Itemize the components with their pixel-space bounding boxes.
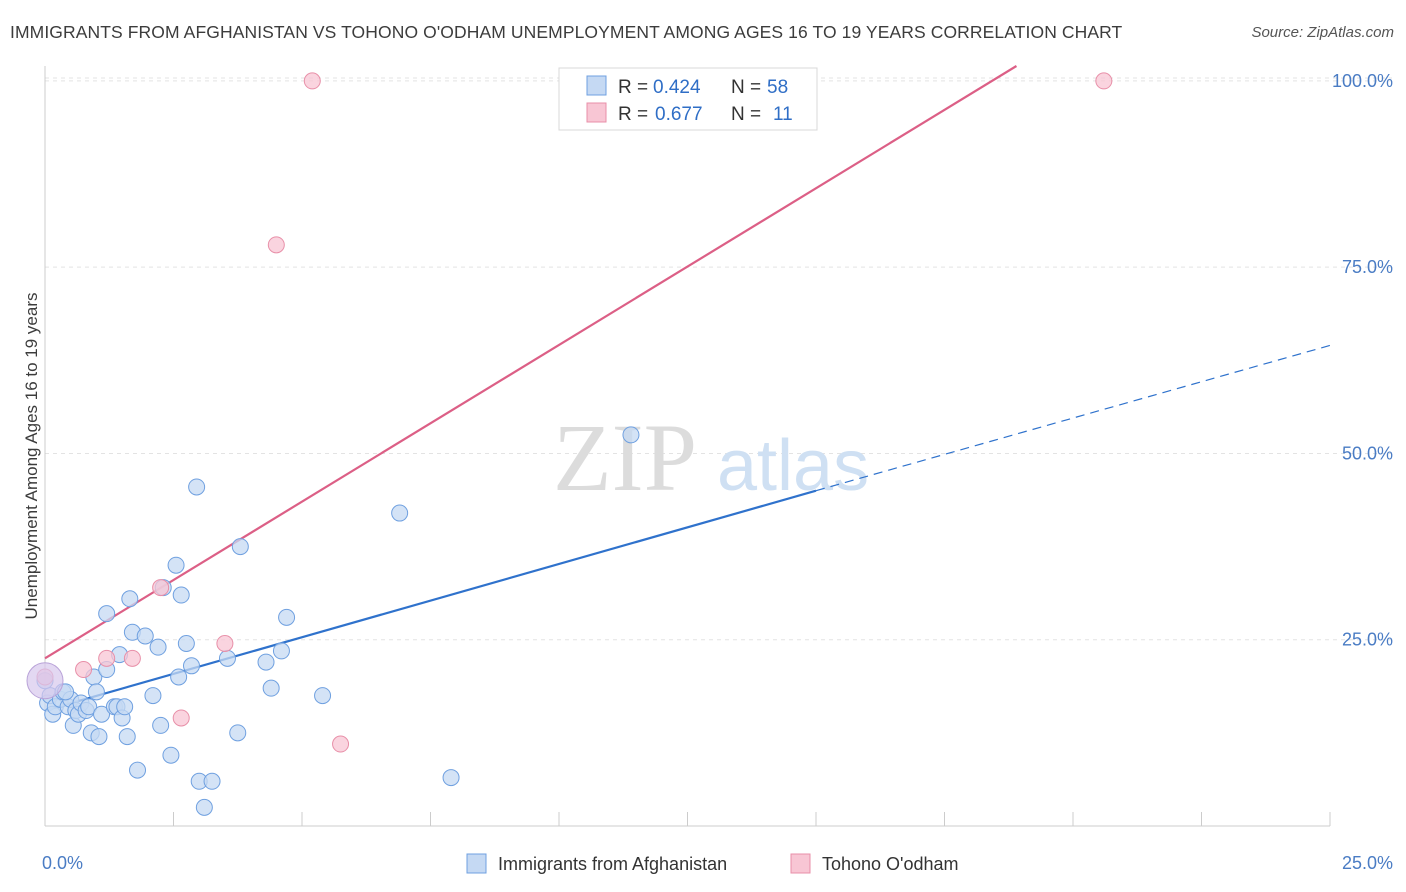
point-afghanistan xyxy=(136,627,154,645)
point-tohono xyxy=(332,735,350,753)
trend-line-afghanistan xyxy=(44,489,817,712)
point-afghanistan xyxy=(172,586,190,604)
watermark-zip: ZIP xyxy=(553,404,697,511)
legend-r-label-2: R = xyxy=(618,104,648,125)
point-afghanistan xyxy=(314,687,332,705)
legend-r-value-1: 0.424 xyxy=(653,77,701,98)
series-legend-label-afghanistan: Immigrants from Afghanistan xyxy=(498,854,727,874)
point-afghanistan xyxy=(257,653,275,671)
point-afghanistan xyxy=(93,705,111,723)
trend-line-tohono xyxy=(44,65,1018,660)
point-afghanistan xyxy=(188,478,206,496)
gridlines xyxy=(45,77,1392,641)
point-afghanistan xyxy=(121,590,139,608)
point-afghanistan xyxy=(203,772,221,790)
point-afghanistan xyxy=(442,769,460,787)
point-tohono xyxy=(152,579,170,597)
y-axis-title: Unemployment Among Ages 16 to 19 years xyxy=(22,293,41,620)
legend-n-label-2: N = xyxy=(731,104,761,125)
chart-source: Source: ZipAtlas.com xyxy=(1251,24,1394,41)
point-tohono xyxy=(123,649,141,667)
point-afghanistan xyxy=(177,634,195,652)
stats-legend: R = 0.424 N = 58 R = 0.677 N = 11 xyxy=(558,67,818,131)
point-afghanistan xyxy=(116,698,134,716)
y-tick-labels: 25.0% 50.0% 75.0% 100.0% xyxy=(1332,71,1393,650)
point-cluster-origin xyxy=(26,662,64,700)
point-afghanistan xyxy=(218,649,236,667)
trend-lines xyxy=(44,65,1331,712)
trend-line-afghanistan-extension xyxy=(815,344,1331,492)
y-tick-label: 75.0% xyxy=(1342,257,1393,277)
x-tick-label: 0.0% xyxy=(42,853,83,873)
chart-title: IMMIGRANTS FROM AFGHANISTAN VS TOHONO O'… xyxy=(10,22,1123,42)
point-afghanistan xyxy=(87,683,105,701)
point-tohono xyxy=(75,661,93,679)
point-afghanistan xyxy=(98,605,116,623)
point-afghanistan xyxy=(167,556,185,574)
series-legend: Immigrants from Afghanistan Tohono O'odh… xyxy=(466,853,959,874)
legend-swatch-tohono xyxy=(586,102,607,123)
point-afghanistan xyxy=(170,668,188,686)
y-tick-label: 50.0% xyxy=(1342,443,1393,463)
legend-n-value-2: 11 xyxy=(773,104,793,125)
data-points xyxy=(26,72,1113,816)
point-tohono xyxy=(172,709,190,727)
legend-n-value-1: 58 xyxy=(767,77,788,98)
point-afghanistan xyxy=(90,728,108,746)
point-afghanistan xyxy=(231,538,249,556)
x-tick-labels: 0.0% 25.0% xyxy=(42,853,1393,873)
watermark-atlas: atlas xyxy=(717,426,869,506)
point-tohono xyxy=(216,634,234,652)
series-legend-swatch-afghanistan xyxy=(466,853,487,874)
legend-r-label-1: R = xyxy=(618,77,648,98)
point-tohono xyxy=(98,649,116,667)
point-afghanistan xyxy=(278,608,296,626)
series-legend-label-tohono: Tohono O'odham xyxy=(822,854,959,874)
series-legend-swatch-tohono xyxy=(790,853,811,874)
point-afghanistan xyxy=(144,687,162,705)
point-afghanistan xyxy=(80,698,98,716)
point-tohono xyxy=(303,72,321,90)
legend-n-label-1: N = xyxy=(731,77,761,98)
legend-r-value-2: 0.677 xyxy=(655,104,703,125)
point-afghanistan xyxy=(229,724,247,742)
point-afghanistan xyxy=(391,504,409,522)
point-afghanistan xyxy=(162,746,180,764)
point-afghanistan xyxy=(622,426,640,444)
point-afghanistan xyxy=(262,679,280,697)
point-afghanistan xyxy=(152,716,170,734)
y-tick-label: 100.0% xyxy=(1332,71,1393,91)
point-afghanistan xyxy=(272,642,290,660)
y-tick-label: 25.0% xyxy=(1342,630,1393,650)
legend-swatch-afghanistan xyxy=(586,75,607,96)
point-afghanistan xyxy=(129,761,147,779)
point-afghanistan xyxy=(195,798,213,816)
point-afghanistan xyxy=(149,638,167,656)
point-afghanistan xyxy=(182,657,200,675)
x-tick-label: 25.0% xyxy=(1342,853,1393,873)
watermark: ZIP atlas xyxy=(553,404,869,511)
point-tohono xyxy=(1095,72,1113,90)
point-tohono xyxy=(267,236,285,254)
point-afghanistan xyxy=(118,728,136,746)
